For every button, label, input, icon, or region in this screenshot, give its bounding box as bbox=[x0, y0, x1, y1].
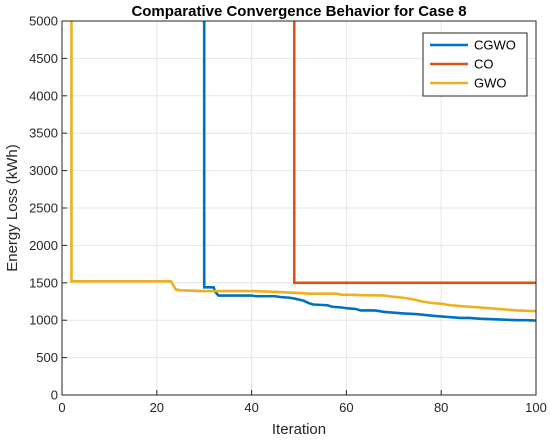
y-tick-label: 1000 bbox=[29, 313, 58, 328]
legend: CGWO CO GWO bbox=[422, 32, 528, 97]
legend-entry: GWO bbox=[474, 76, 507, 91]
y-tick-label: 500 bbox=[36, 350, 58, 365]
x-tick-label: 100 bbox=[525, 400, 547, 415]
x-tick-label: 40 bbox=[244, 400, 258, 415]
legend-entry: CO bbox=[474, 57, 494, 72]
x-tick-label: 80 bbox=[434, 400, 448, 415]
series-line-gwo bbox=[70, 21, 537, 313]
x-axis-label: Iteration bbox=[272, 421, 326, 438]
y-tick-label: 3500 bbox=[29, 126, 58, 141]
series-group bbox=[70, 21, 537, 322]
y-tick-label: 4500 bbox=[29, 51, 58, 66]
series-line-cgwo bbox=[202, 21, 537, 322]
y-tick-label: 2000 bbox=[29, 238, 58, 253]
x-tick-label: 20 bbox=[150, 400, 164, 415]
y-tick-label: 1500 bbox=[29, 275, 58, 290]
y-tick-label: 3000 bbox=[29, 163, 58, 178]
tick-group: 0 20 40 60 80 1000500100015002000250030003500… bbox=[29, 14, 547, 416]
y-axis-label: Energy Loss (kWh) bbox=[4, 144, 21, 272]
y-tick-label: 2500 bbox=[29, 201, 58, 216]
chart-title: Comparative Convergence Behavior for Cas… bbox=[131, 3, 466, 20]
y-tick-label: 0 bbox=[51, 388, 58, 403]
legend-entry: CGWO bbox=[474, 38, 516, 53]
y-tick-label: 5000 bbox=[29, 14, 58, 29]
y-tick-label: 4000 bbox=[29, 88, 58, 103]
x-tick-label: 60 bbox=[339, 400, 353, 415]
legend-box bbox=[422, 32, 528, 97]
x-tick-label: 0 bbox=[58, 400, 65, 415]
series-line-co bbox=[292, 21, 536, 285]
